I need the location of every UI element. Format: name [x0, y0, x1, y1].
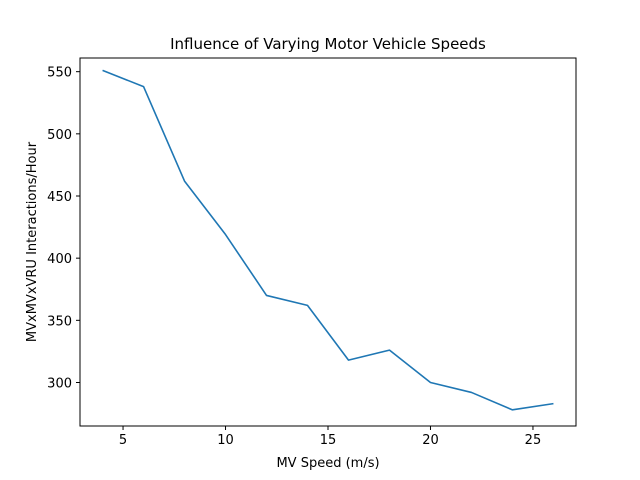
y-tick-label: 450: [47, 190, 72, 205]
y-axis-label: MVxMVxVRU Interactions/Hour: [25, 141, 40, 342]
y-tick-label: 400: [47, 252, 72, 267]
y-tick-label: 350: [47, 314, 72, 329]
y-tick-label: 500: [47, 128, 72, 143]
x-axis-label: MV Speed (m/s): [276, 456, 379, 471]
y-axis: 300 350 400 450 500 550: [47, 66, 80, 391]
series-line: [102, 69, 554, 411]
chart-title: Influence of Varying Motor Vehicle Speed…: [170, 35, 486, 53]
y-tick-label: 550: [47, 66, 72, 81]
x-tick-label: 15: [320, 433, 337, 448]
x-tick-label: 20: [422, 433, 439, 448]
x-tick-label: 25: [525, 433, 542, 448]
x-tick-label: 5: [119, 433, 127, 448]
x-axis: 5 10 15 20 25: [119, 426, 541, 448]
plot-area: [102, 69, 554, 411]
y-tick-label: 300: [47, 376, 72, 391]
x-tick-label: 10: [217, 433, 234, 448]
